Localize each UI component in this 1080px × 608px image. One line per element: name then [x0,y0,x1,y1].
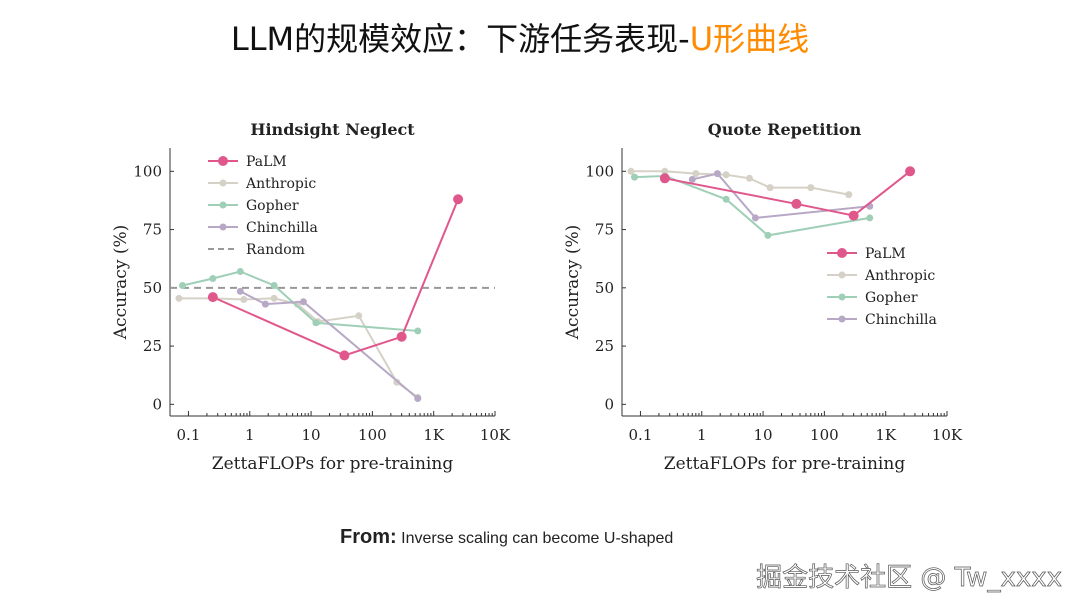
chart1-x-tick-label: 1 [697,426,707,444]
chart0-point-palm [396,331,407,342]
chart1-series-line-anthropic [630,170,849,196]
chart1-point-palm [659,173,670,184]
chart1-point-palm [848,210,859,221]
chart0-point-gopher [236,268,244,276]
chart1-y-tick-label: 25 [595,337,614,355]
chart1-x-tick-label: 0.1 [629,426,653,444]
chart1-point-chinchilla [688,175,696,183]
chart0-series-line-gopher [182,270,418,332]
watermark: 掘金技术社区 @ Tw_xxxx [756,563,1063,594]
chart0-point-anthropic [175,294,183,302]
chart0-title: Hindsight Neglect [250,120,415,139]
chart1-legend-label-gopher: Gopher [865,290,918,306]
chart0-point-gopher [209,275,217,283]
chart0-legend-label-chinchilla: Chinchilla [246,220,318,236]
chart0-x-tick-label: 10 [302,426,321,444]
chart1-series-line-palm [664,170,911,217]
chart1-legend-label-palm: PaLM [865,246,906,262]
chart1-x-tick-label: 10 [754,426,773,444]
chart1-point-palm [791,198,802,209]
chart0-point-gopher [312,319,320,327]
chart0-x-tick-label: 1 [245,426,255,444]
chart0-point-palm [453,194,464,205]
slide-title-main: LLM的规模效应：下游任务表现- [230,20,690,58]
chart0-legend-marker-gopher [219,201,227,209]
chart1-point-anthropic [745,174,753,182]
chart0-y-tick-label: 75 [143,221,162,239]
chart0-legend-marker-chinchilla [219,223,227,231]
chart0-x-tick-label: 100 [358,426,387,444]
chart0-point-gopher [270,281,278,289]
chart0-legend-marker-palm [218,156,228,166]
source-citation: From: Inverse scaling can become U-shape… [340,526,673,549]
chart1-point-anthropic [722,171,730,179]
chart0-series-line-palm [212,198,460,357]
chart1-y-tick-label: 75 [595,221,614,239]
chart-quote-repetition: Quote Repetition 0 25 50 75 100 0.1 1 10 100 1K 10K… [563,120,963,474]
chart0-y-tick-label: 0 [152,395,162,413]
chart0-x-tick-label: 1K [423,426,445,444]
chart0-legend-label-palm: PaLM [246,154,287,170]
chart0-point-anthropic [270,294,278,302]
chart-hindsight-neglect: Hindsight Neglect 0 25 50 75 100 0.1 1 10 100 1K 10… [111,120,511,474]
chart0-point-chinchilla [299,298,307,306]
chart1-y-tick-label: 50 [595,279,614,297]
chart1-series-line-gopher [634,174,870,237]
chart0-series-line-chinchilla [239,290,419,400]
chart0-point-palm [339,350,350,361]
chart0-point-chinchilla [236,287,244,295]
chart0-y-tick-label: 50 [143,279,162,297]
chart0-legend-marker-anthropic [219,179,227,187]
chart1-legend-marker-palm [837,248,847,258]
chart0-x-tick-label: 10K [480,426,511,444]
chart1-y-axis-label: Accuracy (%) [563,225,583,340]
chart0-y-tick-label: 25 [143,337,162,355]
chart1-point-anthropic [627,167,635,175]
chart0-legend-label-gopher: Gopher [246,198,299,214]
chart1-point-chinchilla [713,170,721,178]
chart1-y-tick-label: 0 [604,395,614,413]
chart1-point-gopher [866,214,874,222]
chart1-y-tick-label: 100 [585,162,614,180]
chart1-point-anthropic [807,184,815,192]
slide-title-accent: U形曲线 [689,20,810,58]
chart0-point-anthropic [240,295,248,303]
source-text: Inverse scaling can become U-shaped [401,530,674,547]
chart0-point-palm [207,292,218,303]
chart0-point-gopher [179,281,187,289]
chart1-legend-marker-gopher [838,293,846,301]
chart1-legend-label-anthropic: Anthropic [864,268,935,284]
chart1-point-palm [905,166,916,177]
chart1-legend-marker-chinchilla [838,315,846,323]
chart1-x-tick-label: 100 [810,426,839,444]
chart1-series-line-chinchilla [692,172,870,219]
chart1-point-chinchilla [751,214,759,222]
chart1-x-axis-label: ZettaFLOPs for pre-training [664,454,906,474]
source-label: From: [340,526,397,548]
chart1-title: Quote Repetition [708,120,862,139]
chart0-legend-label-random: Random [246,242,305,258]
chart1-point-gopher [764,231,772,239]
chart1-x-tick-label: 1K [875,426,897,444]
chart1-point-anthropic [845,191,853,199]
chart0-series-line-anthropic [178,297,419,399]
chart1-point-anthropic [766,184,774,192]
chart0-point-gopher [414,327,422,335]
chart0-legend-label-anthropic: Anthropic [245,176,316,192]
slide-title: LLM的规模效应：下游任务表现-U形曲线 [0,14,1040,60]
chart1-legend-label-chinchilla: Chinchilla [865,312,937,328]
chart1-legend-marker-anthropic [838,271,846,279]
chart0-x-axis-label: ZettaFLOPs for pre-training [212,454,454,474]
chart1-x-tick-label: 10K [932,426,963,444]
chart0-point-chinchilla [261,300,269,308]
chart0-y-axis-label: Accuracy (%) [111,225,131,340]
chart0-point-anthropic [355,312,363,320]
chart1-point-gopher [631,173,639,181]
chart1-point-anthropic [692,170,700,178]
chart1-point-gopher [722,195,730,203]
chart0-x-tick-label: 0.1 [177,426,201,444]
chart0-y-tick-label: 100 [133,162,162,180]
chart0-point-chinchilla [414,395,422,403]
